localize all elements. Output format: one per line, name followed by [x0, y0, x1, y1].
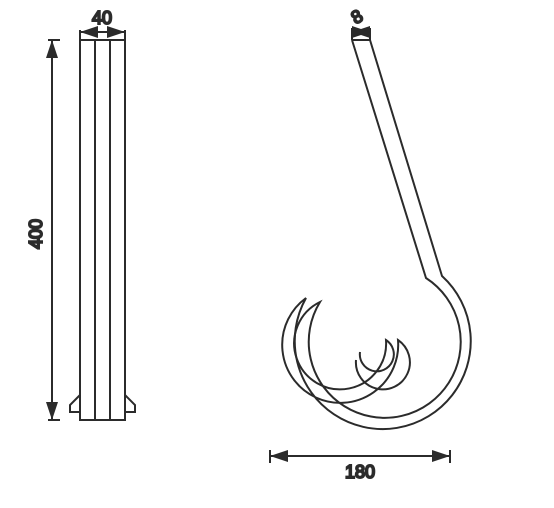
technical-drawing: 40 400 8: [0, 0, 554, 508]
dim-width-40-label: 40: [92, 8, 112, 28]
dim-thickness-8-label: 8: [348, 6, 367, 28]
part-right: 8 180: [270, 6, 471, 482]
lug-right: [125, 395, 135, 412]
dim-height-400: 400: [26, 40, 60, 420]
part-left: 40 400: [26, 8, 135, 420]
lug-left: [70, 395, 80, 412]
dim-width-40: 40: [80, 8, 125, 40]
scroll-body: [282, 40, 471, 429]
left-body-outline: [80, 40, 125, 420]
dim-height-400-label: 400: [26, 219, 46, 249]
dim-width-180-label: 180: [345, 462, 375, 482]
dim-thickness-8: 8: [348, 6, 370, 40]
dim-width-180: 180: [270, 450, 450, 482]
